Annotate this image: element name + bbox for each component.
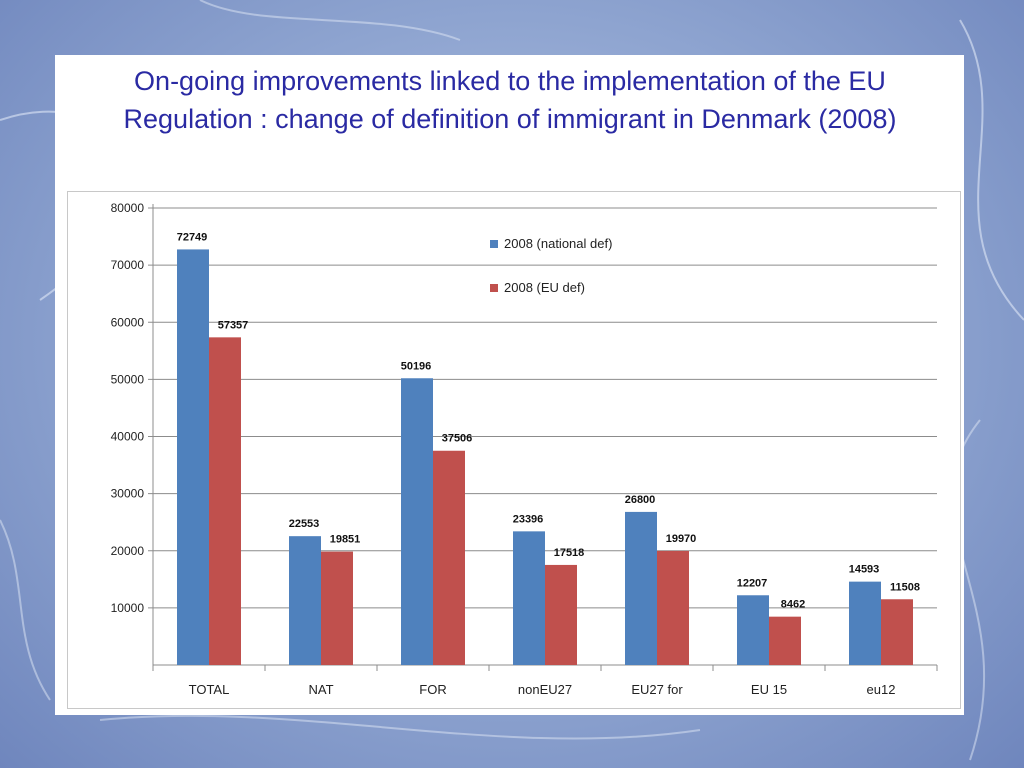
data-label: 11508 [890,581,920,593]
x-tick-label: nonEU27 [518,682,572,697]
y-tick-label: 30000 [111,487,145,501]
bar [209,337,241,665]
y-tick-label: 50000 [111,372,145,386]
legend-label: 2008 (national def) [504,236,612,251]
data-label: 22553 [289,518,320,530]
data-label: 19970 [666,533,697,545]
bar [433,450,465,665]
y-tick-label: 10000 [111,601,145,615]
x-tick-label: EU 15 [751,682,787,697]
data-label: 17518 [554,547,585,559]
bar [289,536,321,665]
bars [177,249,913,666]
y-tick-label: 70000 [111,258,145,272]
x-tick-label: TOTAL [189,682,230,697]
data-label: 50196 [401,360,432,372]
bar [321,551,353,665]
bar [657,550,689,665]
bar [737,595,769,665]
data-label: 72749 [177,231,208,243]
data-label: 57357 [218,319,249,331]
legend-label: 2008 (EU def) [504,280,585,295]
bar [849,581,881,665]
data-label: 8462 [781,599,805,611]
data-label: 23396 [513,513,544,525]
data-label: 12207 [737,577,768,589]
y-tick-label: 40000 [111,430,145,444]
y-tick-label: 80000 [111,201,145,215]
x-tick-label: NAT [308,682,333,697]
y-tick-label: 60000 [111,315,145,329]
data-label: 19851 [330,534,361,546]
data-label: 37506 [442,433,473,445]
x-tick-label: EU27 for [631,682,683,697]
data-labels: 72749 57357 22553 19851 50196 37506 23396 17518… [177,231,920,610]
bar [769,616,801,665]
bar [545,564,577,665]
bar [513,531,545,665]
bar-chart: 10000 20000 30000 40000 50000 60000 70000 80000… [111,201,938,697]
data-label: 14593 [849,564,880,576]
bar [881,599,913,665]
bar [625,511,657,665]
bar [401,378,433,665]
slide-title: On-going improvements linked to the impl… [123,66,897,134]
axes: 10000 20000 30000 40000 50000 60000 70000 80000… [111,201,938,697]
bar [177,249,209,666]
legend-swatch [490,240,498,248]
x-tick-label: eu12 [867,682,896,697]
legend-swatch [490,284,498,292]
legend: 2008 (national def) 2008 (EU def) [490,236,612,295]
x-tick-label: FOR [419,682,446,697]
data-label: 26800 [625,494,656,506]
y-tick-label: 20000 [111,544,145,558]
